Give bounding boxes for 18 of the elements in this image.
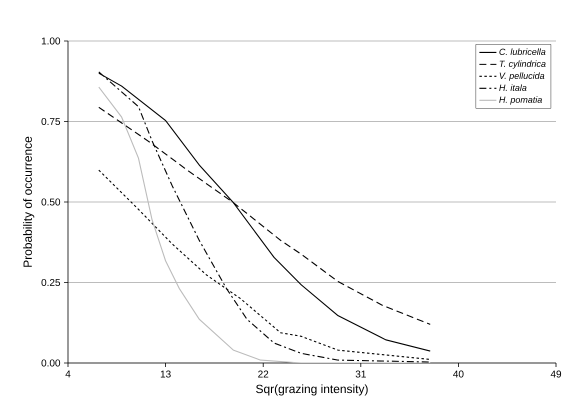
x-tick-label: 49 <box>550 370 562 378</box>
y-tick-label: 0.00 <box>41 359 60 367</box>
legend-label: T. cylindrica <box>500 60 546 69</box>
x-tick-label: 22 <box>258 370 268 378</box>
legend-label: H. pomatia <box>499 96 542 105</box>
x-tick-label: 13 <box>160 370 171 378</box>
y-tick-label: 1.00 <box>42 37 60 45</box>
y-tick-label: 0.50 <box>41 198 60 206</box>
x-axis-title: Sqr(grazing intensity) <box>256 384 368 396</box>
legend-label: C. lubricella <box>499 48 546 55</box>
y-axis-title: Probability of occurrence <box>23 136 34 267</box>
x-tick-label: 31 <box>356 370 366 378</box>
x-tick-label: 4 <box>65 370 70 378</box>
y-tick-label: 0.75 <box>41 118 60 126</box>
legend-label: H. itala <box>499 84 527 91</box>
x-tick-label: 40 <box>453 370 464 378</box>
legend-label: V. pellucida <box>500 72 544 81</box>
y-tick-label: 0.25 <box>41 278 60 286</box>
